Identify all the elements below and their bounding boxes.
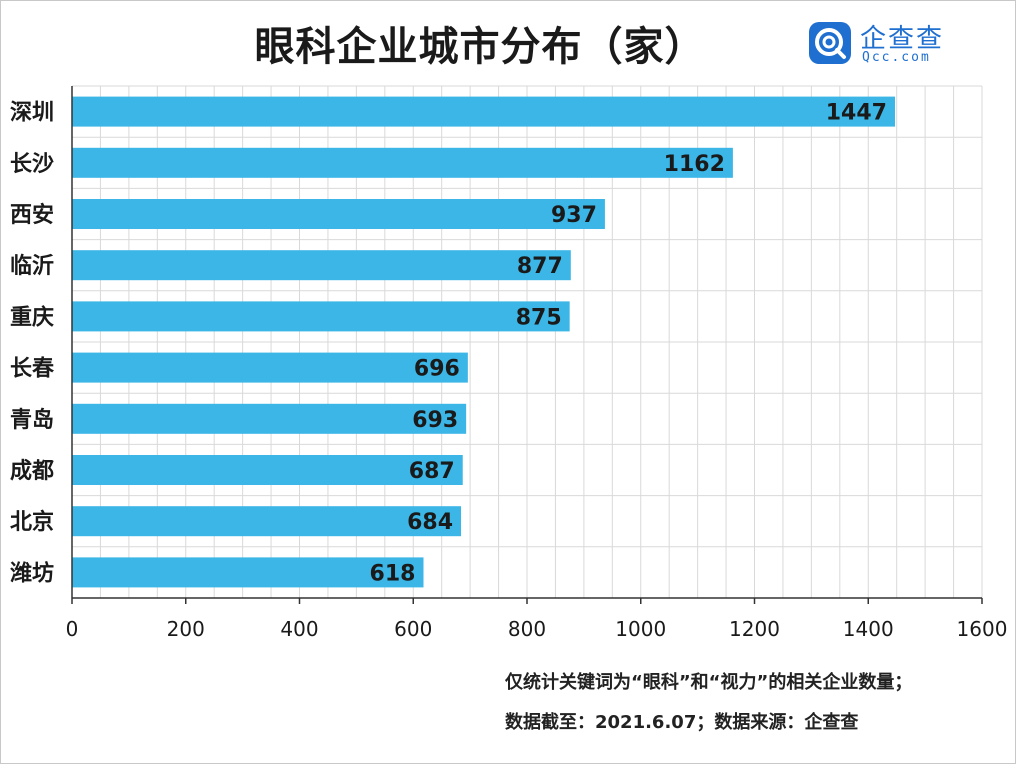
x-tick-label: 800 — [508, 617, 546, 641]
data-label: 1447 — [826, 101, 887, 126]
x-tick-label: 0 — [66, 617, 79, 641]
category-label: 成都 — [10, 459, 54, 484]
brand-url: Qcc.com — [862, 50, 931, 65]
data-label: 693 — [412, 408, 458, 433]
qcc-logo-icon — [809, 22, 851, 64]
bar — [72, 250, 571, 281]
category-label: 重庆 — [10, 304, 54, 330]
bar — [72, 199, 605, 229]
x-tick-label: 1600 — [957, 617, 1008, 641]
category-label: 北京 — [10, 509, 54, 535]
bar — [72, 96, 895, 127]
x-tick-label: 200 — [167, 617, 205, 641]
bar — [72, 352, 468, 383]
data-label: 618 — [370, 561, 416, 586]
x-tick-label: 1400 — [843, 617, 894, 641]
bar — [72, 301, 570, 332]
brand-logo-block: 企查查 Qcc.com — [806, 18, 956, 70]
data-label: 875 — [516, 305, 562, 330]
bar — [72, 557, 424, 588]
category-label: 西安 — [10, 202, 54, 228]
data-label: 937 — [551, 203, 597, 228]
category-label: 长沙 — [10, 152, 54, 177]
data-label: 684 — [407, 510, 453, 535]
data-label: 877 — [517, 254, 563, 279]
data-label: 687 — [409, 459, 455, 484]
footnote-source: 数据截至：2021.6.07；数据来源：企查查 — [505, 712, 859, 733]
bar — [72, 147, 733, 178]
category-label: 青岛 — [10, 407, 54, 433]
bar — [72, 403, 467, 434]
data-label: 1162 — [664, 152, 725, 177]
x-tick-label: 1000 — [615, 617, 666, 641]
bar — [72, 506, 462, 537]
x-tick-label: 600 — [394, 617, 432, 641]
data-label: 696 — [414, 357, 460, 382]
category-label: 深圳 — [10, 101, 54, 126]
chart-title: 眼科企业城市分布（家） — [254, 24, 706, 70]
brand-name: 企查查 — [860, 24, 945, 54]
category-label: 长春 — [10, 357, 54, 382]
x-tick-label: 1200 — [729, 617, 780, 641]
x-tick-label: 400 — [280, 617, 318, 641]
category-label: 临沂 — [10, 253, 54, 279]
footnote-scope: 仅统计关键词为“眼科”和“视力”的相关企业数量； — [505, 672, 913, 693]
bar — [72, 455, 463, 485]
category-label: 潍坊 — [10, 560, 54, 586]
